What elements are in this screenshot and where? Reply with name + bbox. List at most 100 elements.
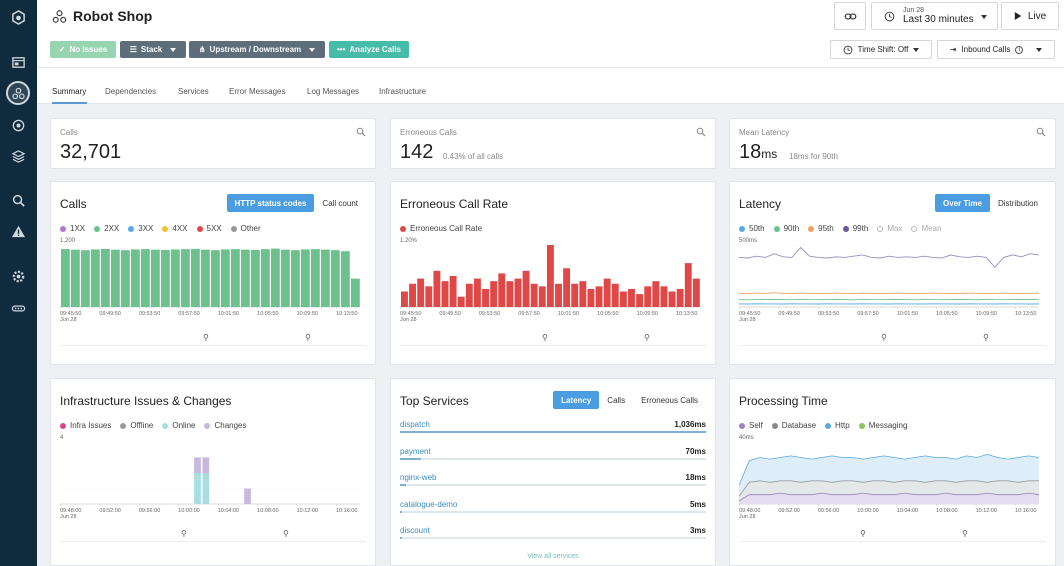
distribution-toggle[interactable]: Distribution: [997, 198, 1038, 208]
settings-gear-icon[interactable]: [6, 264, 30, 288]
event-marker-icon[interactable]: ⚲: [881, 333, 887, 342]
event-marker-icon[interactable]: ⚲: [305, 333, 311, 342]
infrastructure-icon[interactable]: [6, 144, 30, 168]
legend-item[interactable]: 50th: [739, 224, 765, 233]
calls-bar[interactable]: [151, 249, 160, 307]
erroneous-bar[interactable]: [611, 283, 619, 307]
calls-bar[interactable]: [61, 249, 70, 307]
calls-bar[interactable]: [241, 249, 250, 307]
erroneous-bar[interactable]: [441, 281, 449, 307]
calls-bar[interactable]: [301, 249, 310, 307]
top-service-row[interactable]: catalogue-demo 5ms: [400, 500, 706, 516]
erroneous-bar[interactable]: [506, 281, 514, 307]
calls-bar[interactable]: [331, 250, 340, 307]
erroneous-bar[interactable]: [587, 288, 595, 307]
service-name-link[interactable]: dispatch: [400, 420, 430, 429]
legend-item[interactable]: Changes: [204, 421, 247, 430]
calls-bar[interactable]: [91, 249, 100, 307]
legend-item[interactable]: 90th: [773, 224, 799, 233]
erroneous-bar[interactable]: [417, 278, 425, 307]
analyze-calls-button[interactable]: ••• Analyze Calls: [329, 41, 409, 58]
over-time-toggle[interactable]: Over Time: [935, 194, 990, 212]
latency-toggle[interactable]: Latency: [553, 391, 600, 409]
erroneous-bar[interactable]: [514, 278, 522, 307]
erroneous-bar[interactable]: [676, 288, 684, 307]
calls-bar[interactable]: [71, 249, 80, 307]
upstream-downstream-dropdown[interactable]: ⋔ Upstream / Downstream: [189, 41, 325, 58]
calls-bar[interactable]: [231, 249, 240, 307]
event-marker-icon[interactable]: ⚲: [542, 333, 548, 342]
erroneous-bar[interactable]: [473, 278, 481, 307]
erroneous-bar[interactable]: [546, 245, 554, 307]
legend-item[interactable]: Offline: [120, 421, 153, 430]
erroneous-bar[interactable]: [538, 286, 546, 307]
latency-line-95th[interactable]: [739, 292, 1040, 295]
legend-item[interactable]: Erroneous Call Rate: [400, 224, 482, 233]
top-service-row[interactable]: discount 3ms: [400, 526, 706, 542]
event-marker-icon[interactable]: ⚲: [203, 333, 209, 342]
zoom-icon[interactable]: [696, 127, 706, 137]
calls-bar[interactable]: [311, 249, 320, 307]
calls-bar[interactable]: [81, 250, 90, 307]
calls-bar[interactable]: [111, 249, 120, 307]
erroneous-bar[interactable]: [652, 281, 660, 307]
calls-bar[interactable]: [341, 251, 350, 307]
tab-summary[interactable]: Summary: [52, 87, 87, 96]
event-marker-icon[interactable]: ⚲: [860, 529, 866, 538]
no-issues-button[interactable]: ✓ No Issues: [50, 41, 116, 58]
legend-item[interactable]: Http: [825, 421, 850, 430]
erroneous-bar[interactable]: [498, 273, 506, 307]
calls-bar[interactable]: [201, 249, 210, 307]
erroneous-bar[interactable]: [433, 270, 441, 307]
erroneous-bar[interactable]: [619, 291, 627, 308]
tab-infrastructure[interactable]: Infrastructure: [379, 87, 427, 96]
more-options-icon[interactable]: [6, 296, 30, 320]
legend-item[interactable]: Max: [877, 224, 902, 233]
infra-changes-bar[interactable]: [244, 488, 251, 505]
calls-bar[interactable]: [171, 249, 180, 307]
live-button[interactable]: Live: [1001, 2, 1059, 30]
erroneous-bar[interactable]: [457, 296, 465, 307]
legend-item[interactable]: 5XX: [196, 224, 222, 233]
platforms-icon[interactable]: [6, 113, 30, 137]
calls-bar[interactable]: [191, 248, 200, 307]
processing-area-self[interactable]: [739, 493, 1039, 504]
legend-item[interactable]: 2XX: [94, 224, 119, 233]
latency-line-90th[interactable]: [739, 298, 1039, 301]
erroneous-bar[interactable]: [668, 291, 676, 308]
event-marker-icon[interactable]: ⚲: [283, 529, 289, 538]
erroneous-bar[interactable]: [530, 283, 538, 307]
tab-services[interactable]: Services: [178, 87, 209, 96]
erroneous-bar[interactable]: [644, 286, 652, 307]
calls-bar[interactable]: [251, 249, 260, 307]
top-service-row[interactable]: payment 70ms: [400, 447, 706, 463]
erroneous-bar[interactable]: [579, 281, 587, 307]
calls-bar[interactable]: [221, 249, 230, 307]
service-name-link[interactable]: catalogue-demo: [400, 499, 458, 509]
calls-bar[interactable]: [101, 248, 110, 307]
calls-bar[interactable]: [291, 250, 300, 307]
zoom-icon[interactable]: [356, 127, 366, 137]
time-range-picker[interactable]: Jun 28 Last 30 minutes: [871, 2, 998, 30]
calls-bar[interactable]: [281, 249, 290, 307]
tab-error-messages[interactable]: Error Messages: [229, 87, 286, 96]
erroneous-bar[interactable]: [603, 278, 611, 307]
legend-item[interactable]: Mean: [911, 224, 941, 233]
legend-item[interactable]: Database: [771, 421, 816, 430]
calls-bar[interactable]: [211, 250, 220, 307]
view-all-services-link[interactable]: View all services: [527, 553, 579, 560]
event-marker-icon[interactable]: ⚲: [644, 333, 650, 342]
legend-item[interactable]: Online: [162, 421, 195, 430]
calls-bar[interactable]: [181, 249, 190, 307]
stack-dropdown[interactable]: ☰ Stack: [120, 41, 186, 58]
legend-item[interactable]: 1XX: [60, 224, 85, 233]
applications-icon[interactable]: [6, 81, 30, 105]
calls-bar[interactable]: [131, 249, 140, 307]
erroneous-bar[interactable]: [449, 276, 457, 307]
infra-changes-bar[interactable]: [194, 457, 201, 474]
calls-bar[interactable]: [351, 278, 360, 307]
calls-bar[interactable]: [261, 249, 270, 307]
legend-item[interactable]: Infra Issues: [60, 421, 111, 430]
call-count-toggle[interactable]: Call count: [322, 198, 358, 208]
top-service-row[interactable]: nginx-web 18ms: [400, 473, 706, 489]
